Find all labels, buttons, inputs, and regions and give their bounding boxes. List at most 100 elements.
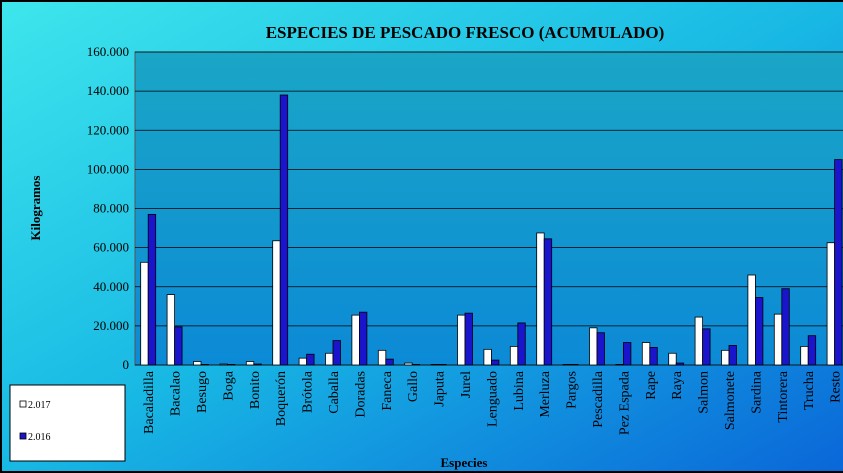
x-tick-label: Brótola — [301, 370, 316, 413]
x-tick-label: Besugo — [195, 371, 210, 413]
legend-swatch — [19, 400, 27, 408]
bar — [834, 159, 843, 366]
bar — [562, 364, 571, 366]
legend-label: 2.017 — [28, 400, 51, 411]
bar — [174, 326, 183, 366]
x-tick-label: Resto — [829, 371, 843, 403]
bar — [193, 361, 202, 366]
bar — [332, 340, 341, 366]
x-tick-label: Salmon — [697, 371, 712, 414]
bar — [306, 353, 315, 366]
x-tick-label: Salmonete — [723, 371, 738, 430]
y-tick-label: 0 — [123, 357, 130, 372]
x-tick-label: Jurel — [459, 371, 474, 398]
bar — [411, 364, 421, 366]
x-tick-label: Bacalao — [169, 371, 184, 416]
y-tick-label: 60.000 — [93, 240, 129, 255]
bar — [641, 342, 651, 366]
bar — [826, 242, 835, 366]
bar — [385, 358, 394, 366]
bar — [457, 314, 466, 366]
bar — [773, 313, 783, 366]
bar — [245, 361, 255, 366]
bar — [253, 363, 262, 366]
bar — [483, 348, 492, 366]
x-axis-title: Especies — [441, 455, 488, 470]
y-tick-label: 120.000 — [87, 122, 129, 137]
bar — [728, 345, 737, 366]
bar — [675, 362, 685, 366]
x-tick-label: Boquerón — [274, 371, 289, 426]
y-axis-title: Kilogramos — [28, 176, 43, 241]
bar — [219, 363, 228, 366]
x-tick-label: Pargos — [565, 371, 580, 409]
x-tick-label: Merluza — [538, 370, 553, 417]
x-tick-label: Japuta — [433, 370, 448, 407]
y-tick-label: 20.000 — [93, 318, 129, 333]
bar — [543, 238, 553, 366]
bar — [570, 364, 579, 366]
legend — [9, 384, 126, 462]
bar — [377, 349, 387, 366]
bar — [702, 328, 711, 366]
x-tick-label: Faneca — [380, 370, 395, 410]
bar — [279, 94, 289, 366]
y-tick-label: 100.000 — [87, 161, 129, 176]
bar — [755, 297, 764, 366]
bar — [140, 261, 149, 366]
x-tick-label: Tintorera — [776, 370, 791, 422]
bar — [589, 327, 598, 366]
y-tick-label: 80.000 — [93, 201, 129, 216]
x-tick-label: Rape — [644, 371, 659, 400]
bar — [430, 364, 440, 366]
bar — [668, 352, 677, 366]
bar — [358, 311, 368, 366]
bar — [272, 240, 281, 366]
bar — [694, 316, 703, 366]
x-tick-label: Lenguado — [485, 371, 500, 427]
x-tick-label: Gallo — [406, 371, 421, 402]
bar — [200, 364, 209, 366]
bar — [404, 362, 413, 366]
bar — [615, 364, 624, 366]
bar — [781, 288, 790, 366]
x-tick-label: Raya — [670, 370, 685, 400]
y-tick-label: 40.000 — [93, 279, 129, 294]
x-tick-label: Trucha — [802, 370, 817, 410]
bar — [464, 312, 473, 366]
x-tick-label: Caballa — [327, 370, 342, 414]
bar — [747, 274, 756, 366]
bar — [596, 332, 605, 366]
legend-label: 2.016 — [28, 432, 51, 443]
bar — [298, 357, 308, 366]
x-tick-label: Doradas — [353, 371, 368, 418]
x-tick-label: Bacaladilla — [142, 370, 157, 434]
chart-title: ESPECIES DE PESCADO FRESCO (ACUMULADO) — [266, 23, 665, 42]
bar — [147, 213, 157, 366]
x-tick-label: Pez Espada — [617, 370, 632, 435]
x-tick-label: Pescadilla — [591, 370, 606, 428]
x-tick-label: Sardina — [749, 370, 764, 414]
bar — [536, 232, 545, 366]
bar — [517, 322, 526, 366]
x-tick-label: Bonito — [248, 371, 263, 409]
bar — [509, 346, 519, 366]
bar — [721, 349, 730, 366]
y-tick-label: 160.000 — [87, 44, 129, 59]
bar — [351, 314, 360, 366]
y-tick-label: 140.000 — [87, 83, 129, 98]
bar — [166, 294, 176, 366]
bar — [623, 342, 632, 366]
bar — [490, 359, 500, 366]
bar — [325, 352, 334, 366]
bar — [438, 364, 447, 366]
bar — [800, 346, 809, 366]
bar — [807, 335, 817, 366]
bar — [226, 364, 236, 366]
bar — [649, 346, 658, 366]
legend-swatch — [19, 432, 27, 440]
x-tick-label: Boga — [221, 370, 236, 400]
x-tick-label: Lubina — [512, 370, 527, 410]
